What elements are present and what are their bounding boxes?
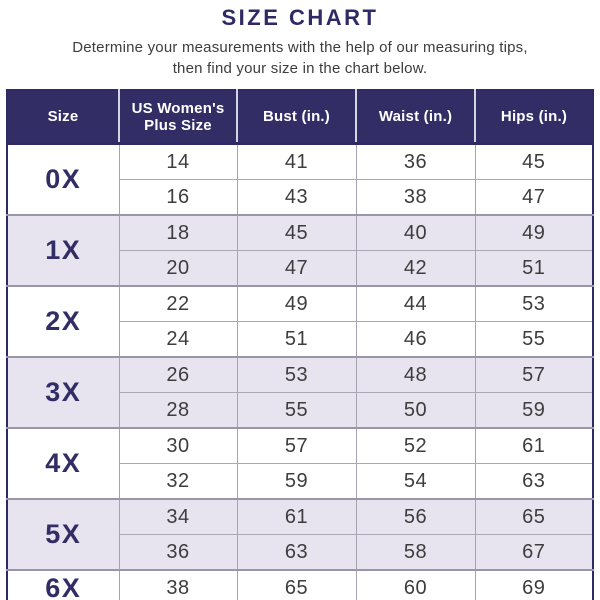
table-row: 32 59 54 63 <box>7 463 593 500</box>
size-chart-table: Size US Women's Plus Size Bust (in.) Waist … <box>6 89 594 600</box>
measurement-cell: 36 <box>355 143 475 181</box>
measurement-cell: 53 <box>236 356 356 394</box>
measurement-cell: 30 <box>118 427 237 465</box>
column-header-0: Size <box>7 90 119 146</box>
measurement-cell: 24 <box>118 321 237 358</box>
measurement-cell: 28 <box>118 392 237 429</box>
measurement-cell: 18 <box>118 214 237 252</box>
page-title: SIZE CHART <box>221 5 379 30</box>
measurement-cell: 59 <box>474 392 593 429</box>
measurement-cell: 16 <box>118 179 237 216</box>
measurement-cell: 63 <box>474 463 593 500</box>
size-label-4X: 4X <box>7 427 119 500</box>
measurement-cell: 49 <box>474 214 593 252</box>
measurement-cell: 50 <box>355 392 475 429</box>
column-header-2: Bust (in.) <box>236 90 356 146</box>
page-subtitle: Determine your measurements with the hel… <box>0 38 600 79</box>
measurement-cell: 60 <box>355 569 475 600</box>
measurement-cell: 59 <box>236 463 356 500</box>
size-label-6X: 6X <box>7 569 119 600</box>
measurement-cell: 22 <box>118 285 237 323</box>
measurement-cell: 44 <box>355 285 475 323</box>
measurement-cell: 49 <box>236 285 356 323</box>
measurement-cell: 32 <box>118 463 237 500</box>
size-label-0X: 0X <box>7 143 119 216</box>
measurement-cell: 40 <box>355 214 475 252</box>
measurement-cell: 26 <box>118 356 237 394</box>
table-row: 4X 30 57 52 61 <box>7 427 593 500</box>
measurement-cell: 47 <box>474 179 593 216</box>
table-row: 1X 18 45 40 49 <box>7 214 593 287</box>
table-row: 20 47 42 51 <box>7 250 593 287</box>
table-row: 0X 14 41 36 45 <box>7 143 593 216</box>
size-label-1X: 1X <box>7 214 119 287</box>
table-header: Size US Women's Plus Size Bust (in.) Waist … <box>7 90 593 146</box>
measurement-cell: 55 <box>474 321 593 358</box>
table-row: 3X 26 53 48 57 <box>7 356 593 429</box>
table-row: 16 43 38 47 <box>7 179 593 216</box>
measurement-cell: 67 <box>474 534 593 571</box>
measurement-cell: 47 <box>236 250 356 287</box>
measurement-cell: 48 <box>355 356 475 394</box>
measurement-cell: 61 <box>236 498 356 536</box>
measurement-cell: 52 <box>355 427 475 465</box>
measurement-cell: 65 <box>474 498 593 536</box>
measurement-cell: 57 <box>474 356 593 394</box>
measurement-cell: 63 <box>236 534 356 571</box>
measurement-cell: 43 <box>236 179 356 216</box>
measurement-cell: 65 <box>236 569 356 600</box>
measurement-cell: 41 <box>236 143 356 181</box>
measurement-cell: 42 <box>355 250 475 287</box>
measurement-cell: 58 <box>355 534 475 571</box>
measurement-cell: 45 <box>236 214 356 252</box>
measurement-cell: 46 <box>355 321 475 358</box>
table-row: 6X 38 65 60 69 <box>7 569 593 600</box>
size-label-2X: 2X <box>7 285 119 358</box>
table-row: 5X 34 61 56 65 <box>7 498 593 571</box>
header-row: Size US Women's Plus Size Bust (in.) Waist … <box>7 90 593 146</box>
table-row: 24 51 46 55 <box>7 321 593 358</box>
measurement-cell: 14 <box>118 143 237 181</box>
size-label-5X: 5X <box>7 498 119 571</box>
subtitle-line-1: Determine your measurements with the hel… <box>72 39 528 56</box>
measurement-cell: 56 <box>355 498 475 536</box>
measurement-cell: 34 <box>118 498 237 536</box>
table-body: 0X 14 41 36 45 16 43 38 47 1X 18 45 40 49 20 47 42 51 2X 22… <box>7 143 593 600</box>
measurement-cell: 38 <box>355 179 475 216</box>
column-header-1: US Women's Plus Size <box>118 90 237 146</box>
subtitle-line-2: then find your size in the chart below. <box>172 59 428 77</box>
measurement-cell: 51 <box>474 250 593 287</box>
measurement-cell: 38 <box>118 569 237 600</box>
measurement-cell: 51 <box>236 321 356 358</box>
table-row: 36 63 58 67 <box>7 534 593 571</box>
measurement-cell: 69 <box>474 569 593 600</box>
measurement-cell: 20 <box>118 250 237 287</box>
measurement-cell: 61 <box>474 427 593 465</box>
measurement-cell: 54 <box>355 463 475 500</box>
measurement-cell: 53 <box>474 285 593 323</box>
table-row: 28 55 50 59 <box>7 392 593 429</box>
column-header-4: Hips (in.) <box>474 90 593 146</box>
column-header-3: Waist (in.) <box>355 90 475 146</box>
size-label-3X: 3X <box>7 356 119 429</box>
measurement-cell: 45 <box>474 143 593 181</box>
measurement-cell: 55 <box>236 392 356 429</box>
measurement-cell: 36 <box>118 534 237 571</box>
measurement-cell: 57 <box>236 427 356 465</box>
table-row: 2X 22 49 44 53 <box>7 285 593 358</box>
